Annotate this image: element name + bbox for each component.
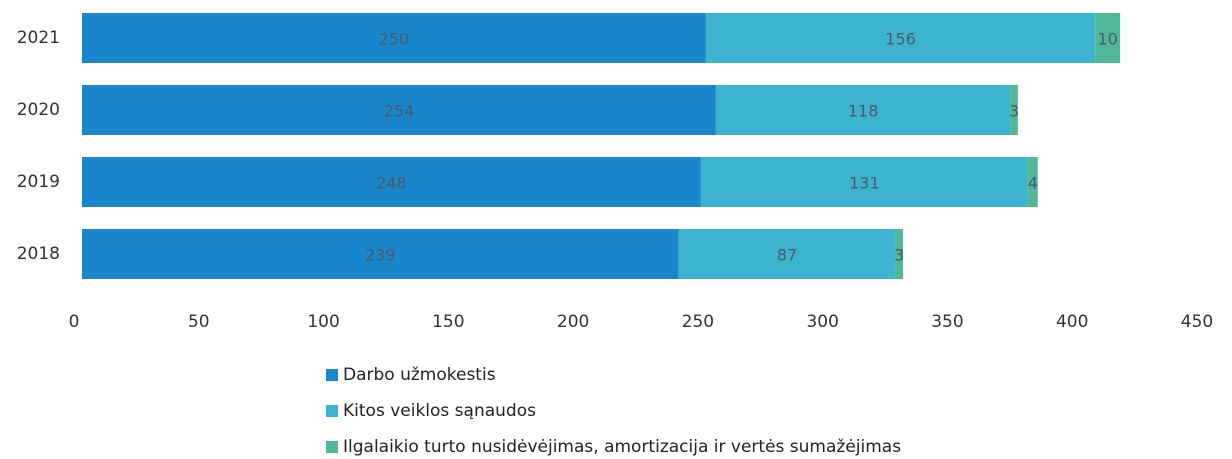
bar-segment	[82, 13, 706, 63]
legend-label: Darbo užmokestis	[343, 365, 496, 385]
data-label: 131	[849, 174, 880, 193]
legend-swatch	[326, 441, 338, 453]
legend-swatch	[326, 405, 338, 417]
y-tick-label: 2019	[17, 172, 60, 192]
x-tick-label: 250	[682, 312, 714, 332]
x-tick-label: 300	[806, 312, 838, 332]
data-label: 87	[777, 246, 797, 265]
data-label: 10	[1097, 30, 1117, 49]
x-tick-label: 450	[1181, 312, 1213, 332]
data-label: 156	[885, 30, 916, 49]
x-tick-label: 350	[931, 312, 963, 332]
x-tick-label: 0	[69, 312, 80, 332]
data-label: 118	[848, 102, 879, 121]
x-tick-label: 200	[557, 312, 589, 332]
data-label: 4	[1028, 174, 1038, 193]
bar-segment	[715, 85, 1011, 135]
bar-segment	[895, 229, 904, 279]
bar-segment	[678, 229, 896, 279]
y-tick-label: 2018	[17, 244, 60, 264]
bar-segment	[82, 157, 701, 207]
data-label: 239	[365, 246, 396, 265]
x-tick-label: 50	[188, 312, 210, 332]
legend-label: Ilgalaikio turto nusidėvėjimas, amortiza…	[343, 437, 901, 457]
x-tick-label: 400	[1056, 312, 1088, 332]
x-tick-label: 100	[307, 312, 339, 332]
bar-segment	[1095, 13, 1121, 63]
data-label: 248	[376, 174, 407, 193]
data-label: 3	[1009, 102, 1019, 121]
bar-segment	[700, 157, 1028, 207]
y-tick-label: 2021	[17, 28, 60, 48]
x-tick-label: 150	[432, 312, 464, 332]
data-label: 3	[894, 246, 904, 265]
data-label: 250	[379, 30, 410, 49]
bar-segment	[82, 229, 679, 279]
y-tick-label: 2020	[17, 100, 60, 120]
legend-swatch	[326, 369, 338, 381]
bar-segment	[82, 85, 716, 135]
bar-segment	[1027, 157, 1038, 207]
bar-segment	[1010, 85, 1018, 135]
data-label: 254	[384, 102, 415, 121]
legend-label: Kitos veiklos sąnaudos	[343, 401, 536, 421]
bar-segment	[705, 13, 1096, 63]
